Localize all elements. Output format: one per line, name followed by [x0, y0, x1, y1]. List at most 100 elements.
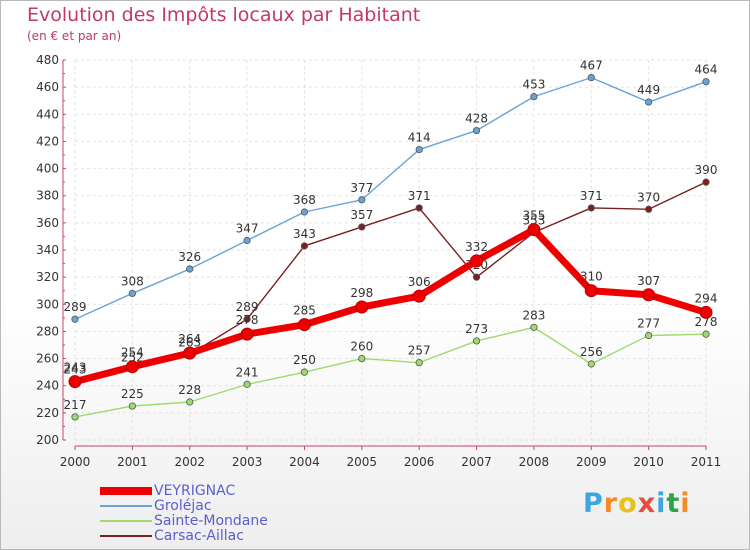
data-label: 283 — [522, 308, 545, 322]
y-tick-label: 320 — [36, 270, 59, 284]
data-point — [358, 196, 366, 204]
data-point — [128, 402, 136, 410]
y-tick-label: 260 — [36, 352, 59, 366]
data-point — [702, 330, 710, 338]
data-label: 306 — [408, 275, 431, 289]
y-tick-label: 400 — [36, 162, 59, 176]
series-line — [74, 181, 707, 383]
data-label: 243 — [64, 361, 87, 375]
x-tick-label: 2002 — [174, 455, 205, 469]
y-tick-label: 240 — [36, 379, 59, 393]
data-point — [415, 145, 423, 154]
data-label: 377 — [350, 181, 373, 195]
data-point — [645, 205, 653, 213]
data-label: 464 — [695, 63, 718, 77]
data-label: 347 — [236, 222, 259, 236]
data-point — [300, 368, 309, 376]
data-label: 256 — [580, 345, 603, 359]
data-label: 357 — [350, 208, 373, 222]
y-tick-label: 420 — [36, 134, 59, 148]
legend-label: Groléjac — [154, 498, 212, 514]
data-label: 332 — [465, 240, 488, 254]
data-point — [300, 208, 309, 216]
x-tick-label: 2010 — [633, 455, 664, 469]
x-tick-label: 2004 — [289, 455, 320, 469]
data-point — [243, 380, 251, 388]
series-line — [74, 326, 707, 418]
data-point — [71, 413, 79, 421]
logo-letter: r — [603, 488, 619, 519]
y-tick-label: 300 — [36, 297, 59, 311]
data-label: 453 — [522, 78, 545, 92]
data-label: 326 — [178, 250, 201, 264]
data-point — [243, 236, 251, 245]
data-point — [300, 242, 309, 250]
data-point — [472, 273, 481, 281]
data-label: 289 — [236, 300, 259, 314]
y-tick-label: 200 — [36, 433, 59, 447]
legend-swatch — [100, 487, 152, 495]
data-label: 285 — [293, 304, 316, 318]
data-point — [186, 398, 194, 406]
x-tick-label: 2003 — [232, 455, 263, 469]
data-label: 371 — [408, 189, 431, 203]
data-label: 260 — [350, 340, 373, 354]
data-label: 252 — [121, 350, 144, 364]
data-label: 353 — [522, 213, 545, 227]
logo-letter: i — [656, 488, 667, 519]
logo-letter: P — [583, 488, 604, 519]
data-label: 278 — [236, 313, 259, 327]
legend-swatch — [100, 520, 152, 522]
y-tick-label: 340 — [36, 243, 59, 257]
data-point — [642, 288, 656, 302]
x-tick-label: 2011 — [691, 455, 722, 469]
data-label: 250 — [293, 353, 316, 367]
data-point — [240, 327, 254, 341]
y-tick-label: 480 — [36, 53, 59, 67]
data-label: 257 — [408, 344, 431, 358]
data-point — [415, 204, 423, 212]
data-label: 371 — [580, 189, 603, 203]
data-point — [587, 204, 595, 212]
proxiti-logo: Proxiti — [583, 488, 691, 519]
legend-swatch — [100, 505, 152, 507]
data-label: 228 — [178, 383, 201, 397]
data-point — [470, 254, 484, 268]
data-point — [702, 178, 710, 186]
data-label: 467 — [580, 59, 603, 73]
legend-swatch — [100, 535, 152, 537]
data-label: 217 — [64, 398, 87, 412]
data-point — [68, 375, 82, 389]
data-point — [297, 318, 311, 332]
data-label: 414 — [408, 131, 431, 145]
x-tick-label: 2007 — [461, 455, 492, 469]
data-label: 355 — [522, 209, 545, 223]
data-label: 368 — [293, 193, 316, 207]
x-tick-label: 2001 — [117, 455, 148, 469]
data-label: 307 — [637, 274, 660, 288]
y-tick-label: 460 — [36, 80, 59, 94]
series-line — [74, 76, 707, 320]
data-label: 263 — [178, 336, 201, 350]
data-label: 241 — [236, 365, 259, 379]
data-label: 343 — [293, 227, 316, 241]
logo-letter: t — [666, 488, 681, 519]
data-point — [699, 305, 713, 319]
data-point — [645, 331, 653, 340]
data-label: 243 — [64, 363, 87, 377]
data-label: 310 — [580, 270, 603, 284]
logo-letter: i — [680, 488, 691, 519]
data-point — [530, 323, 538, 331]
chart-subtitle: (en € et par an) — [27, 29, 122, 43]
data-label: 278 — [695, 315, 718, 329]
data-point — [472, 126, 481, 135]
x-tick-label: 2008 — [519, 455, 550, 469]
data-point — [186, 265, 194, 273]
data-label: 289 — [64, 300, 87, 314]
data-point — [183, 346, 197, 360]
legend-label: Carsac-Aillac — [154, 528, 244, 544]
data-label: 428 — [465, 112, 488, 126]
legend-label: Sainte-Mondane — [154, 513, 268, 529]
x-tick-label: 2006 — [404, 455, 435, 469]
